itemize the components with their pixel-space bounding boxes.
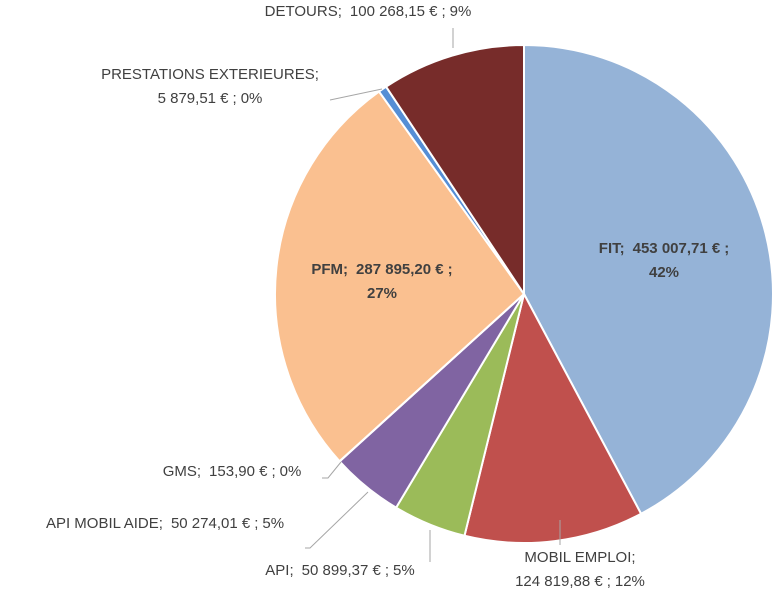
data-label: API MOBIL AIDE; 50 274,01 €; 5% <box>46 515 284 532</box>
leader-line <box>329 88 383 101</box>
label-part: GMS <box>163 463 197 480</box>
leader-line <box>305 491 369 549</box>
label-part: ; <box>343 261 348 278</box>
data-label: API; 50 899,37 €; 5% <box>265 562 414 579</box>
pie-slice <box>463 291 643 544</box>
label-part: API MOBIL AIDE <box>46 515 159 532</box>
label-part: 5% <box>262 515 284 532</box>
label-part: ; <box>631 549 635 566</box>
label-part: ; <box>441 3 445 20</box>
data-label: GMS; 153,90 €; 0% <box>163 463 302 480</box>
label-part: ; <box>197 463 201 480</box>
label-part: 100 268,15 € <box>350 3 438 20</box>
label-part: 0% <box>241 90 263 107</box>
pie-slice <box>384 43 525 298</box>
label-part: 124 819,88 € <box>515 573 603 590</box>
label-part: ; <box>233 90 237 107</box>
label-part: 287 895,20 € <box>356 261 444 278</box>
label-part: ; <box>254 515 258 532</box>
label-part: 153,90 € <box>209 463 268 480</box>
label-part: ; <box>607 573 611 590</box>
data-label: MOBIL EMPLOI; 124 819,88 €; 12% <box>515 549 645 590</box>
label-part: ; <box>289 562 293 579</box>
label-part: 27% <box>367 285 397 302</box>
label-part: FIT <box>599 240 621 257</box>
pie-slice <box>523 43 773 516</box>
data-label: DETOURS; 100 268,15 €; 9% <box>265 3 472 20</box>
label-part: PRESTATIONS EXTERIEURES <box>101 66 315 83</box>
label-part: 0% <box>280 463 302 480</box>
label-part: ; <box>385 562 389 579</box>
leader-line <box>322 461 342 479</box>
label-part: ; <box>271 463 275 480</box>
data-label: PFM; 287 895,20 €; 27% <box>311 261 452 302</box>
pie-slice <box>274 90 526 463</box>
label-part: 12% <box>615 573 645 590</box>
label-part: ; <box>338 3 342 20</box>
label-part: ; <box>448 261 453 278</box>
label-part: ; <box>159 515 163 532</box>
label-part: 9% <box>450 3 472 20</box>
label-part: 5 879,51 € <box>158 90 230 107</box>
label-part: ; <box>315 66 319 83</box>
label-part: 5% <box>393 562 415 579</box>
label-part: DETOURS <box>265 3 338 20</box>
label-part: PFM <box>311 261 343 278</box>
label-part: MOBIL EMPLOI <box>524 549 631 566</box>
label-part: 42% <box>649 264 679 281</box>
data-label: PRESTATIONS EXTERIEURES; 5 879,51 €; 0% <box>101 66 319 107</box>
data-label: FIT; 453 007,71 €; 42% <box>599 240 729 281</box>
label-part: ; <box>620 240 625 257</box>
label-part: 453 007,71 € <box>633 240 721 257</box>
label-part: API <box>265 562 289 579</box>
label-part: 50 899,37 € <box>302 562 382 579</box>
label-part: 50 274,01 € <box>171 515 251 532</box>
label-part: ; <box>724 240 729 257</box>
